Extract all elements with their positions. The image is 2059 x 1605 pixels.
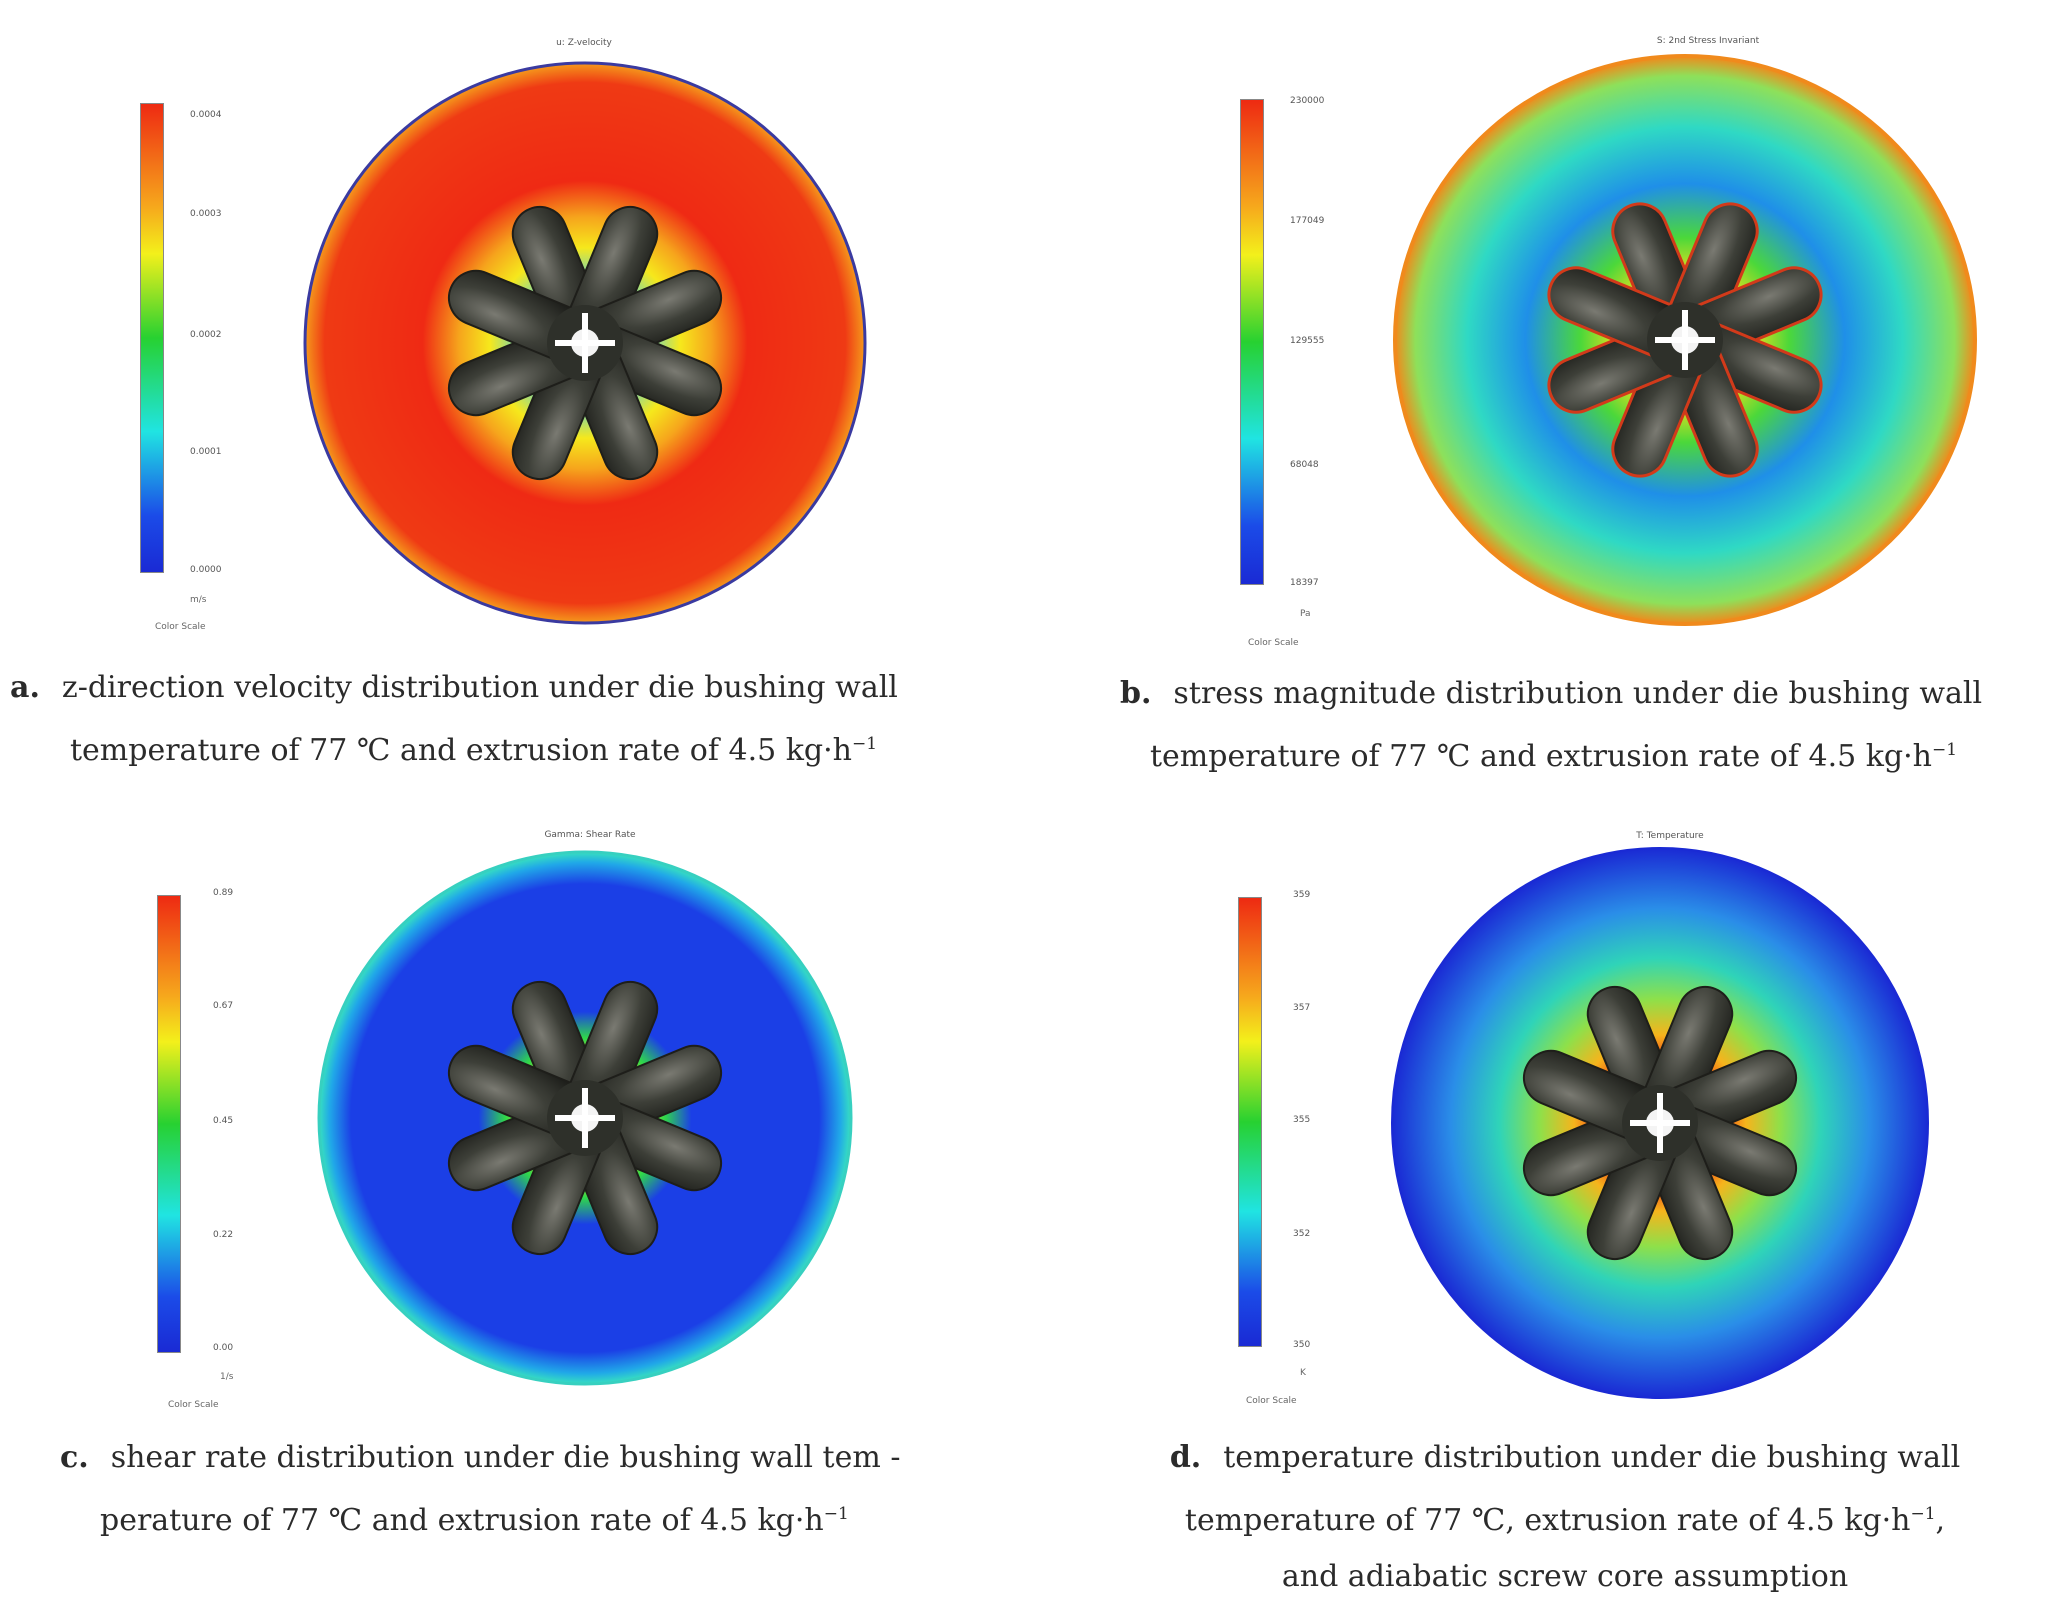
shear-rate-contour-plot [317, 850, 853, 1386]
color-bar [140, 103, 164, 573]
temperature-contour-plot [1391, 847, 1929, 1399]
caption-superscript: −1 [823, 1504, 849, 1524]
caption-superscript: −1 [851, 734, 878, 754]
color-bar [157, 895, 181, 1353]
color-scale-label: Color Scale [155, 622, 206, 632]
plot-title: T: Temperature [1636, 831, 1704, 841]
caption-superscript: −1 [1931, 740, 1958, 760]
caption-line: shear rate distribution under die bushin… [110, 1440, 901, 1475]
caption-superscript: −1 [1910, 1504, 1936, 1524]
velocity-contour-plot [303, 61, 867, 625]
stress-contour-plot [1393, 54, 1977, 626]
caption-line: temperature distribution under die bushi… [1223, 1440, 1961, 1475]
caption-line: temperature of 77 ℃ and extrusion rate o… [1150, 739, 1932, 774]
tick-label: 0.67 [213, 1001, 234, 1011]
figure-caption: d. temperature distribution under die bus… [1145, 1430, 1985, 1605]
caption-letter: a. [10, 670, 40, 705]
tick-label: 0.0001 [190, 447, 222, 457]
tick-label: 129555 [1290, 336, 1325, 346]
plot-title: u: Z-velocity [556, 38, 612, 48]
tick-label: 350 [1293, 1340, 1311, 1350]
tick-label: 357 [1293, 1003, 1311, 1013]
caption-line: stress magnitude distribution under die … [1173, 676, 1983, 711]
figure-caption: a. z-direction velocity distribution unde… [10, 660, 898, 779]
unit-label: m/s [190, 595, 207, 605]
tick-label: 68048 [1290, 460, 1319, 470]
tick-label: 0.89 [213, 888, 234, 898]
caption-line: temperature of 77 ℃ and extrusion rate o… [70, 733, 852, 768]
tick-label: 0.45 [213, 1116, 234, 1126]
tick-label: 18397 [1290, 578, 1319, 588]
tick-label: 230000 [1290, 96, 1325, 106]
caption-punct: , [1935, 1503, 1946, 1538]
tick-label: 355 [1293, 1115, 1311, 1125]
figure-caption: b. stress magnitude distribution under di… [1120, 666, 1982, 785]
tick-label: 0.0002 [190, 330, 222, 340]
caption-line: perature of 77 ℃ and extrusion rate of 4… [100, 1503, 824, 1538]
tick-label: 0.0004 [190, 110, 222, 120]
unit-label: Pa [1300, 609, 1311, 619]
tick-label: 0.22 [213, 1230, 234, 1240]
caption-letter: b. [1120, 676, 1152, 711]
figure-caption: c. shear rate distribution under die bush… [60, 1430, 901, 1549]
plot-title: S: 2nd Stress Invariant [1656, 36, 1760, 46]
color-scale-label: Color Scale [1248, 638, 1299, 648]
unit-label: K [1300, 1368, 1306, 1378]
color-scale-label: Color Scale [1246, 1396, 1297, 1406]
caption-line: z-direction velocity distribution under … [61, 670, 898, 705]
caption-line: and adiabatic screw core assumption [1281, 1559, 1849, 1594]
tick-label: 0.0000 [190, 565, 222, 575]
tick-label: 0.0003 [190, 209, 222, 219]
plot-title: Gamma: Shear Rate [544, 830, 636, 840]
tick-label: 177049 [1290, 216, 1325, 226]
caption-letter: d. [1169, 1440, 1202, 1475]
color-scale-label: Color Scale [168, 1400, 219, 1410]
caption-line: temperature of 77 ℃, extrusion rate of 4… [1184, 1503, 1911, 1538]
caption-letter: c. [60, 1440, 89, 1475]
unit-label: 1/s [220, 1372, 234, 1382]
tick-label: 352 [1293, 1229, 1311, 1239]
color-bar [1240, 99, 1264, 585]
tick-label: 0.00 [213, 1343, 234, 1353]
color-bar [1238, 897, 1262, 1347]
tick-label: 359 [1293, 890, 1311, 900]
